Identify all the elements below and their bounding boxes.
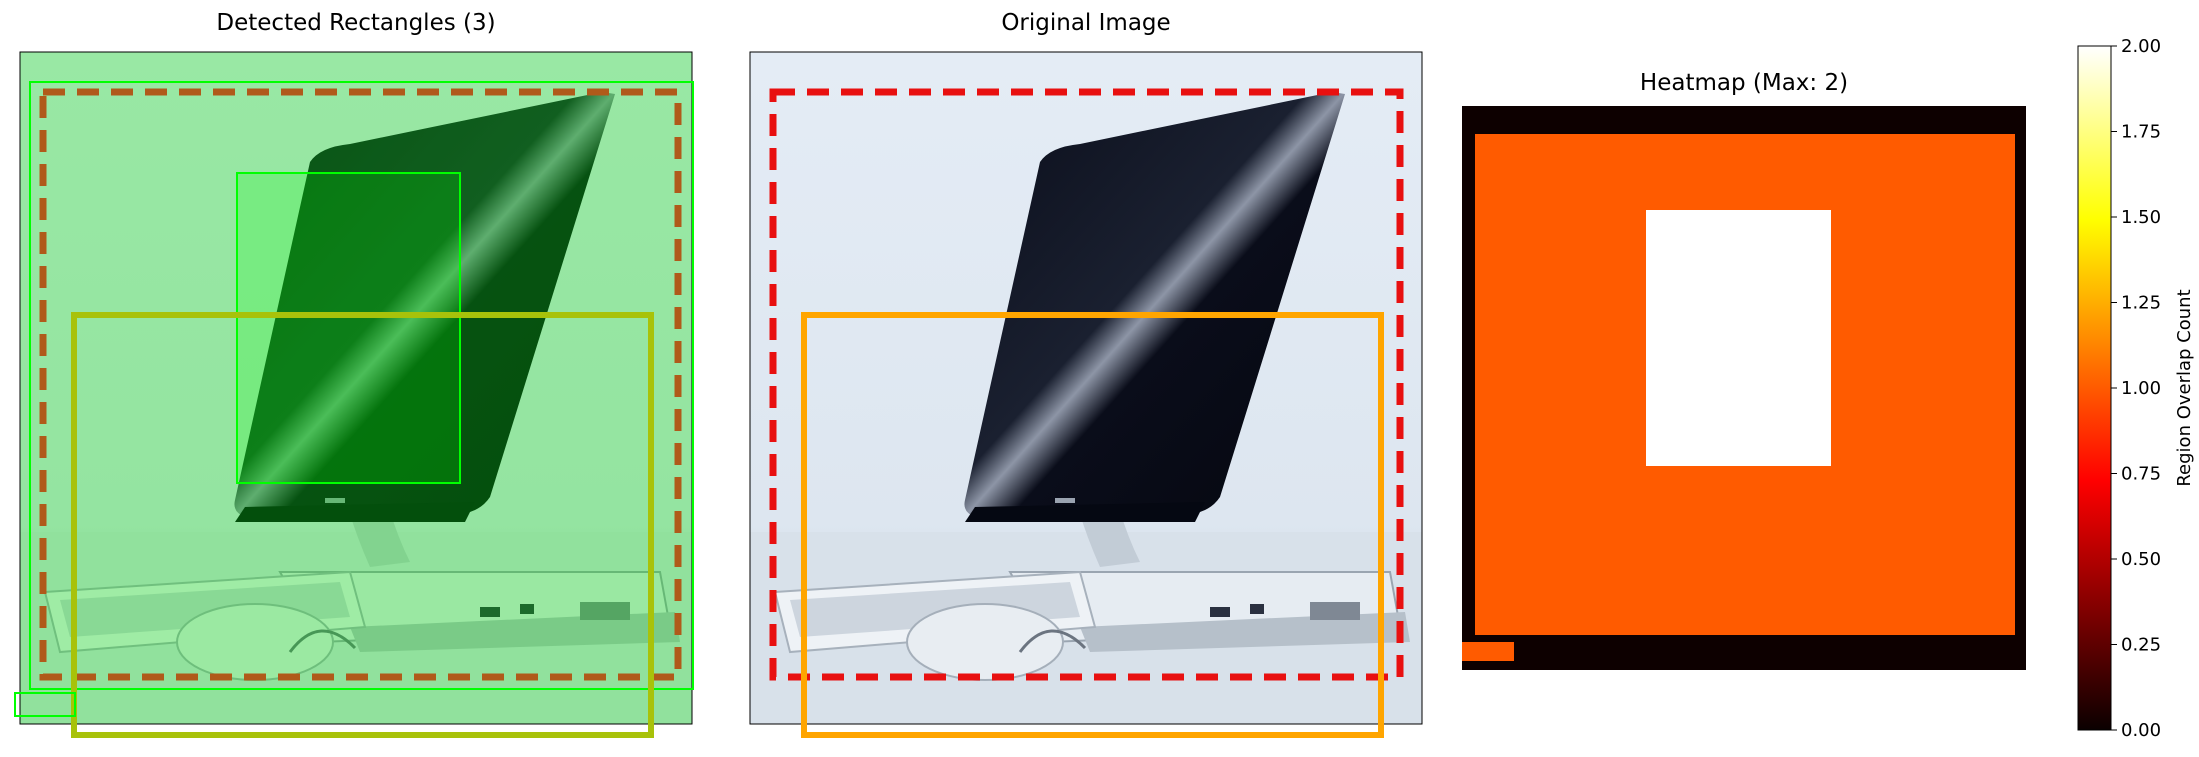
colorbar-tick-label: 0.50 (2121, 549, 2161, 570)
green-overlay (20, 52, 692, 724)
original-panel-title: Original Image (1001, 10, 1171, 36)
red-dashed-rect (769, 88, 1404, 681)
colorbar-tick-label: 2.00 (2121, 36, 2161, 57)
colorbar-tick-label: 0.00 (2121, 720, 2161, 741)
original-image-axes (748, 50, 1424, 738)
original-photo (748, 50, 1424, 726)
colorbar-gradient (2077, 45, 2112, 731)
colorbar-tick-label: 0.75 (2121, 464, 2161, 485)
colorbar-tick-label: 1.50 (2121, 207, 2161, 228)
detected-rectangles-axes (14, 50, 694, 738)
detected-panel-title: Detected Rectangles (3) (216, 10, 496, 36)
colorbar-tick-label: 0.25 (2121, 635, 2161, 656)
outer-green-rect (29, 81, 694, 690)
small-green-rect (236, 172, 461, 484)
original-axes-frame (749, 51, 1423, 725)
orange-rect (801, 312, 1384, 738)
colorbar-tick-label: 1.75 (2121, 122, 2161, 143)
gold-rect (71, 312, 654, 738)
heatmap-cell-small (1462, 642, 1514, 661)
colorbar-tick-label: 1.25 (2121, 293, 2161, 314)
colorbar-label: Region Overlap Count (2174, 289, 2195, 486)
tiny-green-rect (14, 692, 76, 717)
heatmap-panel-title: Heatmap (Max: 2) (1639, 70, 1849, 96)
heatmap-axes (1462, 106, 2026, 670)
colorbar: 0.00 0.25 0.50 0.75 1.00 1.25 1.50 1.75 2.00 Reg… (2077, 36, 2195, 741)
heatmap-cell-center (1646, 210, 1831, 466)
colorbar-tick-label: 1.00 (2121, 378, 2161, 399)
colorbar-ticks: 0.00 0.25 0.50 0.75 1.00 1.25 1.50 1.75 2.00 (2111, 36, 2161, 741)
brown-dashed-rect (39, 88, 682, 681)
